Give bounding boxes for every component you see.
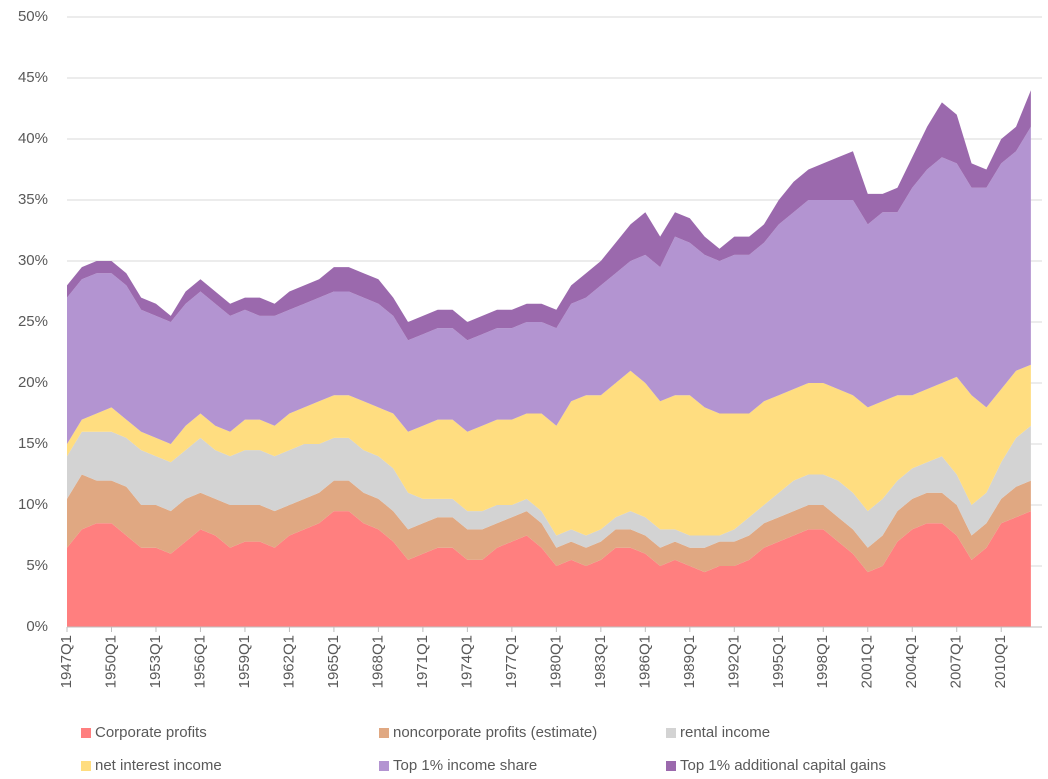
x-tick-label: 1983Q1 [592,635,609,688]
y-tick-label: 50% [18,8,48,25]
y-tick-label: 10% [18,496,48,513]
legend-swatch [666,761,676,771]
legend-swatch [81,761,91,771]
legend-swatch [379,728,389,738]
legend-label: Corporate profits [95,724,207,741]
x-tick-label: 1971Q1 [414,635,431,688]
x-tick-label: 1980Q1 [547,635,564,688]
y-tick-label: 35% [18,191,48,208]
legend-label: Top 1% income share [393,757,537,774]
x-tick-label: 1956Q1 [191,635,208,688]
x-tick-label: 1959Q1 [236,635,253,688]
area [67,474,1031,573]
x-tick-label: 1995Q1 [770,635,787,688]
y-tick-label: 0% [26,618,48,635]
x-tick-label: 1989Q1 [681,635,698,688]
area [67,126,1031,445]
x-tick-label: 1986Q1 [636,635,653,688]
x-tick-label: 2001Q1 [859,635,876,688]
x-tick-label: 1953Q1 [147,635,164,688]
x-tick-label: 1965Q1 [325,635,342,688]
area [67,425,1031,548]
y-tick-label: 20% [18,374,48,391]
legend-swatch [81,728,91,738]
x-tick-label: 2007Q1 [948,635,965,688]
y-tick-label: 40% [18,130,48,147]
x-tick-label: 1977Q1 [503,635,520,688]
legend-swatch [666,728,676,738]
y-tick-label: 45% [18,69,48,86]
x-tick-label: 1968Q1 [369,635,386,688]
area [67,364,1031,536]
y-tick-label: 5% [26,557,48,574]
y-tick-label: 30% [18,252,48,269]
x-tick-label: 1947Q1 [58,635,75,688]
x-tick-label: 1950Q1 [102,635,119,688]
legend-swatch [379,761,389,771]
x-tick-label: 1998Q1 [814,635,831,688]
legend-label: net interest income [95,757,222,774]
x-tick-label: 1974Q1 [458,635,475,688]
area [67,90,1031,341]
area [67,511,1031,627]
y-tick-label: 25% [18,313,48,330]
x-tick-label: 2004Q1 [903,635,920,688]
x-tick-label: 1962Q1 [280,635,297,688]
y-tick-label: 15% [18,435,48,452]
legend-label: noncorporate profits (estimate) [393,724,597,741]
x-tick-label: 2010Q1 [992,635,1009,688]
legend-label: Top 1% additional capital gains [680,757,886,774]
x-tick-label: 1992Q1 [725,635,742,688]
legend-label: rental income [680,724,770,741]
